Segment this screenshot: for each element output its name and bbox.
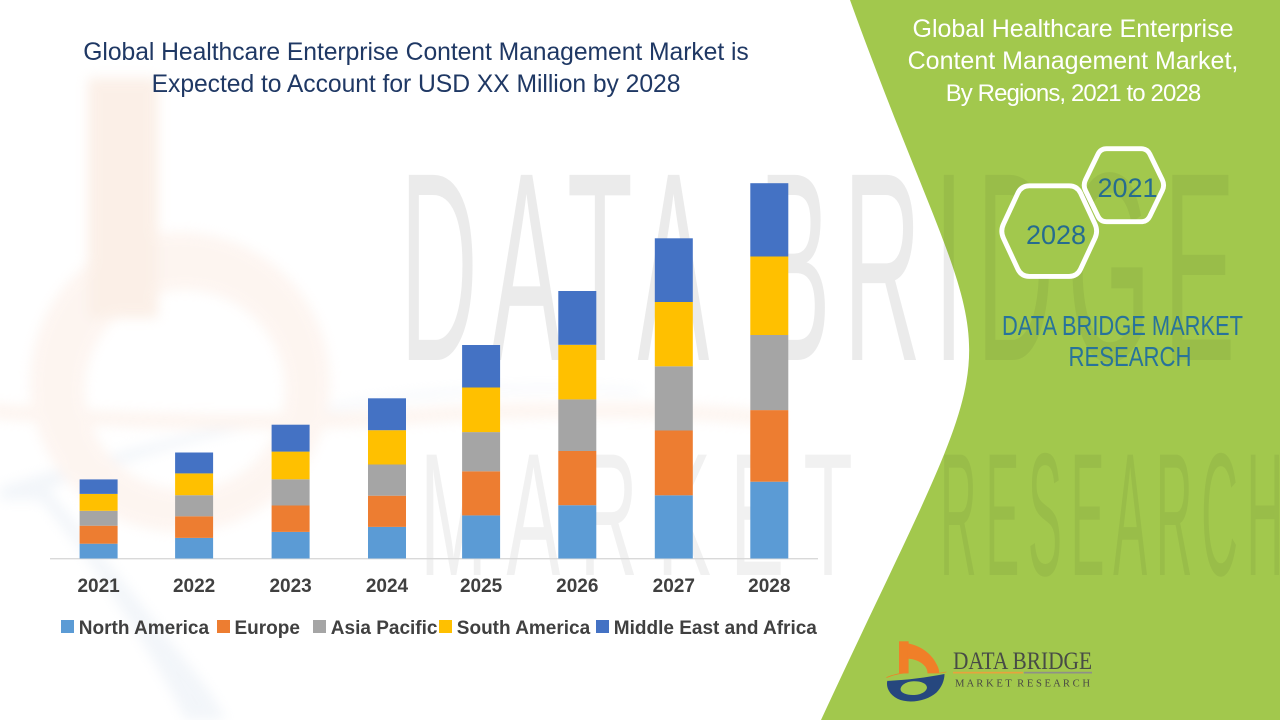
svg-text:DATA BRIDGE: DATA BRIDGE (953, 648, 1092, 675)
svg-text:M A R K E T R E S E A R C H: M A R K E T R E S E A R C H (955, 678, 1090, 689)
svg-text:RESEARCH: RESEARCH (940, 418, 1280, 613)
svg-text:RESEARCH: RESEARCH (1069, 341, 1192, 372)
svg-text:DATA BRIDGE MARKET: DATA BRIDGE MARKET (1002, 310, 1243, 341)
